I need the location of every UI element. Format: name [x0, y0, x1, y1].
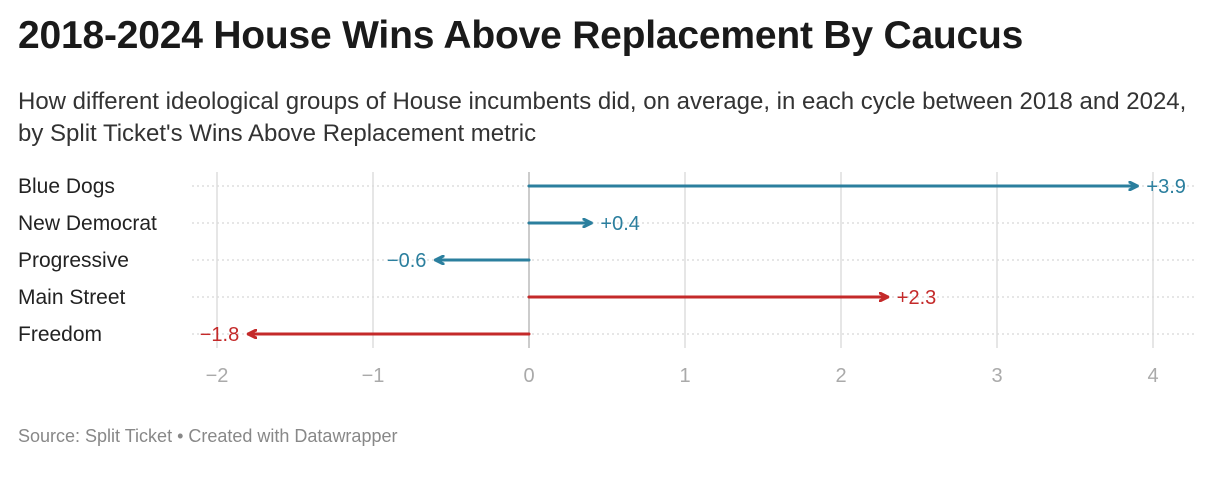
value-label: +3.9 [1146, 176, 1185, 198]
value-label: +2.3 [897, 287, 936, 309]
category-label: Blue Dogs [18, 175, 115, 198]
row-layer: Blue Dogs +3.9 New Democrat +0.4 Progressive… [18, 175, 1186, 346]
arrow-chart: Blue Dogs +3.9 New Democrat +0.4 Progressive… [18, 172, 1195, 387]
category-label: New Democrat [18, 212, 157, 235]
category-label: Progressive [18, 249, 129, 272]
x-tick-label: 4 [1147, 365, 1158, 387]
value-label: +0.4 [600, 213, 639, 235]
source-footer: Source: Split Ticket • Created with Data… [18, 426, 398, 446]
category-label: Main Street [18, 286, 126, 309]
x-tick-label: −1 [362, 365, 385, 387]
chart-subtitle: How different ideological groups of Hous… [18, 88, 1187, 147]
category-label: Freedom [18, 323, 102, 346]
x-tick-label: 3 [991, 365, 1002, 387]
x-tick-label: 0 [523, 365, 534, 387]
x-tick-label: −2 [206, 365, 229, 387]
x-tick-label: 1 [679, 365, 690, 387]
value-label: −1.8 [200, 324, 239, 346]
chart-title: 2018-2024 House Wins Above Replacement B… [18, 14, 1024, 57]
x-axis-ticks: −2 −1 0 1 2 3 4 [206, 365, 1159, 387]
grid-layer [192, 172, 1195, 348]
value-label: −0.6 [387, 250, 426, 272]
x-tick-label: 2 [835, 365, 846, 387]
